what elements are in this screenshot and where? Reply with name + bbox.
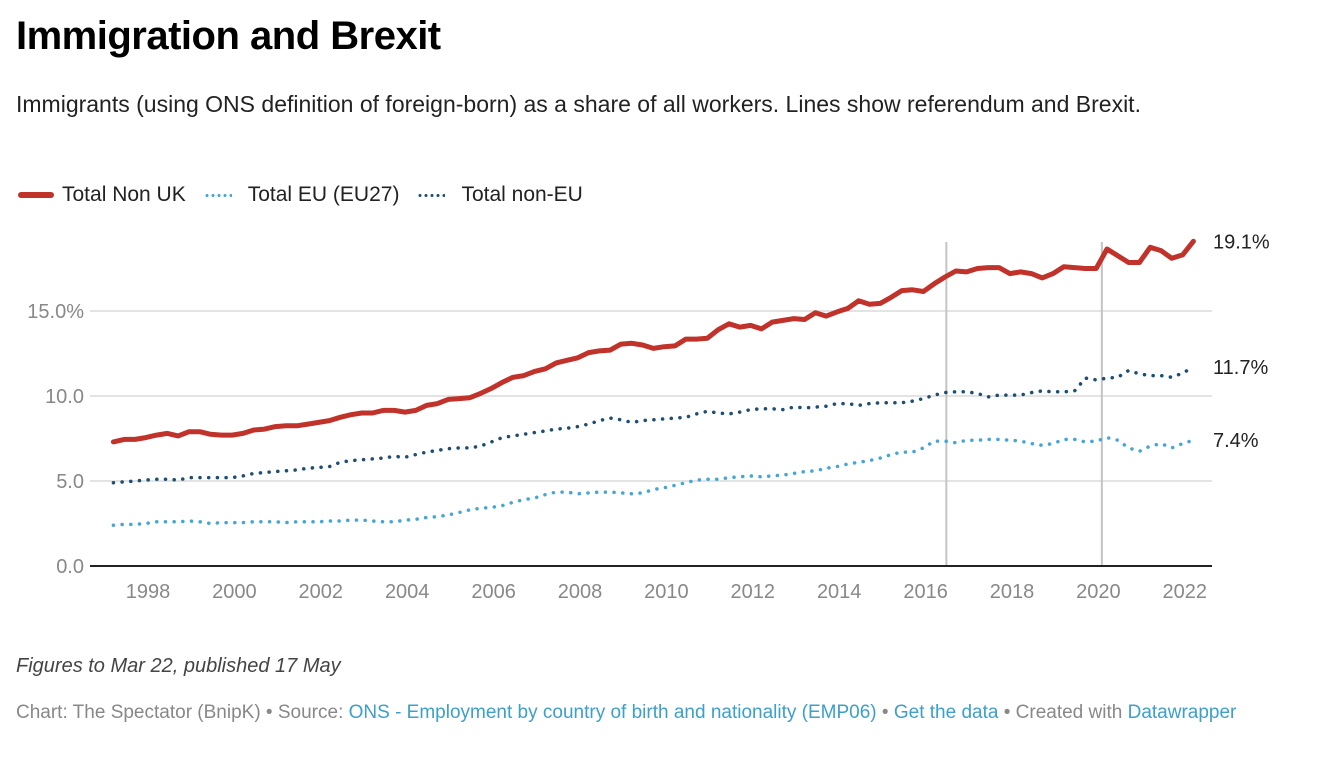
x-tick-label: 2010: [644, 581, 689, 603]
datawrapper-link[interactable]: Datawrapper: [1127, 702, 1237, 723]
x-tick-label: 1998: [126, 581, 171, 603]
legend-label: Total EU (EU27): [247, 183, 400, 206]
legend-label: Total non-EU: [461, 183, 583, 206]
x-tick-label: 2018: [990, 581, 1035, 603]
end-value-label: 11.7%: [1213, 357, 1268, 379]
source-link[interactable]: ONS - Employment by country of birth and…: [348, 702, 877, 723]
legend-swatch-dotted-line-icon: [202, 188, 242, 202]
chart-footer: Chart: The Spectator (BnipK) • Source: O…: [16, 698, 1306, 728]
legend-item-total-eu: Total EU (EU27): [202, 183, 400, 207]
get-the-data-link[interactable]: Get the data: [893, 702, 999, 723]
x-tick-label: 2006: [471, 581, 516, 603]
legend-item-total-non-uk: Total Non UK: [16, 183, 186, 207]
legend-swatch-solid-line-icon: [16, 188, 56, 202]
chart-note: Figures to Mar 22, published 17 May: [16, 655, 341, 677]
y-tick-label: 0.0: [56, 556, 84, 578]
series-line-total-non-eu: [111, 365, 1196, 485]
footer-created-with: • Created with: [998, 702, 1128, 723]
x-tick-label: 2016: [903, 581, 948, 603]
chart-title: Immigration and Brexit: [16, 14, 441, 58]
legend: Total Non UK Total EU (EU27) Total non-E…: [16, 183, 599, 207]
footer-separator: •: [876, 702, 894, 723]
legend-swatch-dotted-line-icon: [415, 188, 455, 202]
y-tick-label: 5.0: [56, 471, 84, 493]
end-value-label: 7.4%: [1213, 430, 1259, 452]
footer-credit: Chart: The Spectator (BnipK) • Source:: [16, 702, 349, 723]
y-tick-label: 10.0: [45, 386, 84, 408]
x-tick-label: 2002: [299, 581, 344, 603]
x-tick-label: 2004: [385, 581, 430, 603]
x-tick-label: 2020: [1076, 581, 1121, 603]
legend-label: Total Non UK: [62, 183, 186, 206]
x-tick-label: 2022: [1163, 581, 1208, 603]
y-tick-label: 15.0%: [27, 301, 84, 323]
x-tick-label: 2014: [817, 581, 862, 603]
line-chart: 0.0 5.0 10.0 15.0% 1998 2000 2002 2004 2006 2008 2…: [27, 231, 1270, 603]
x-tick-label: 2012: [731, 581, 776, 603]
x-tick-label: 2008: [558, 581, 603, 603]
end-value-label: 19.1%: [1213, 231, 1270, 253]
legend-item-total-non-eu: Total non-EU: [415, 183, 583, 207]
chart-subtitle: Immigrants (using ONS definition of fore…: [16, 91, 1141, 117]
x-tick-label: 2000: [212, 581, 257, 603]
series-line-total-non-uk: [110, 238, 1196, 445]
